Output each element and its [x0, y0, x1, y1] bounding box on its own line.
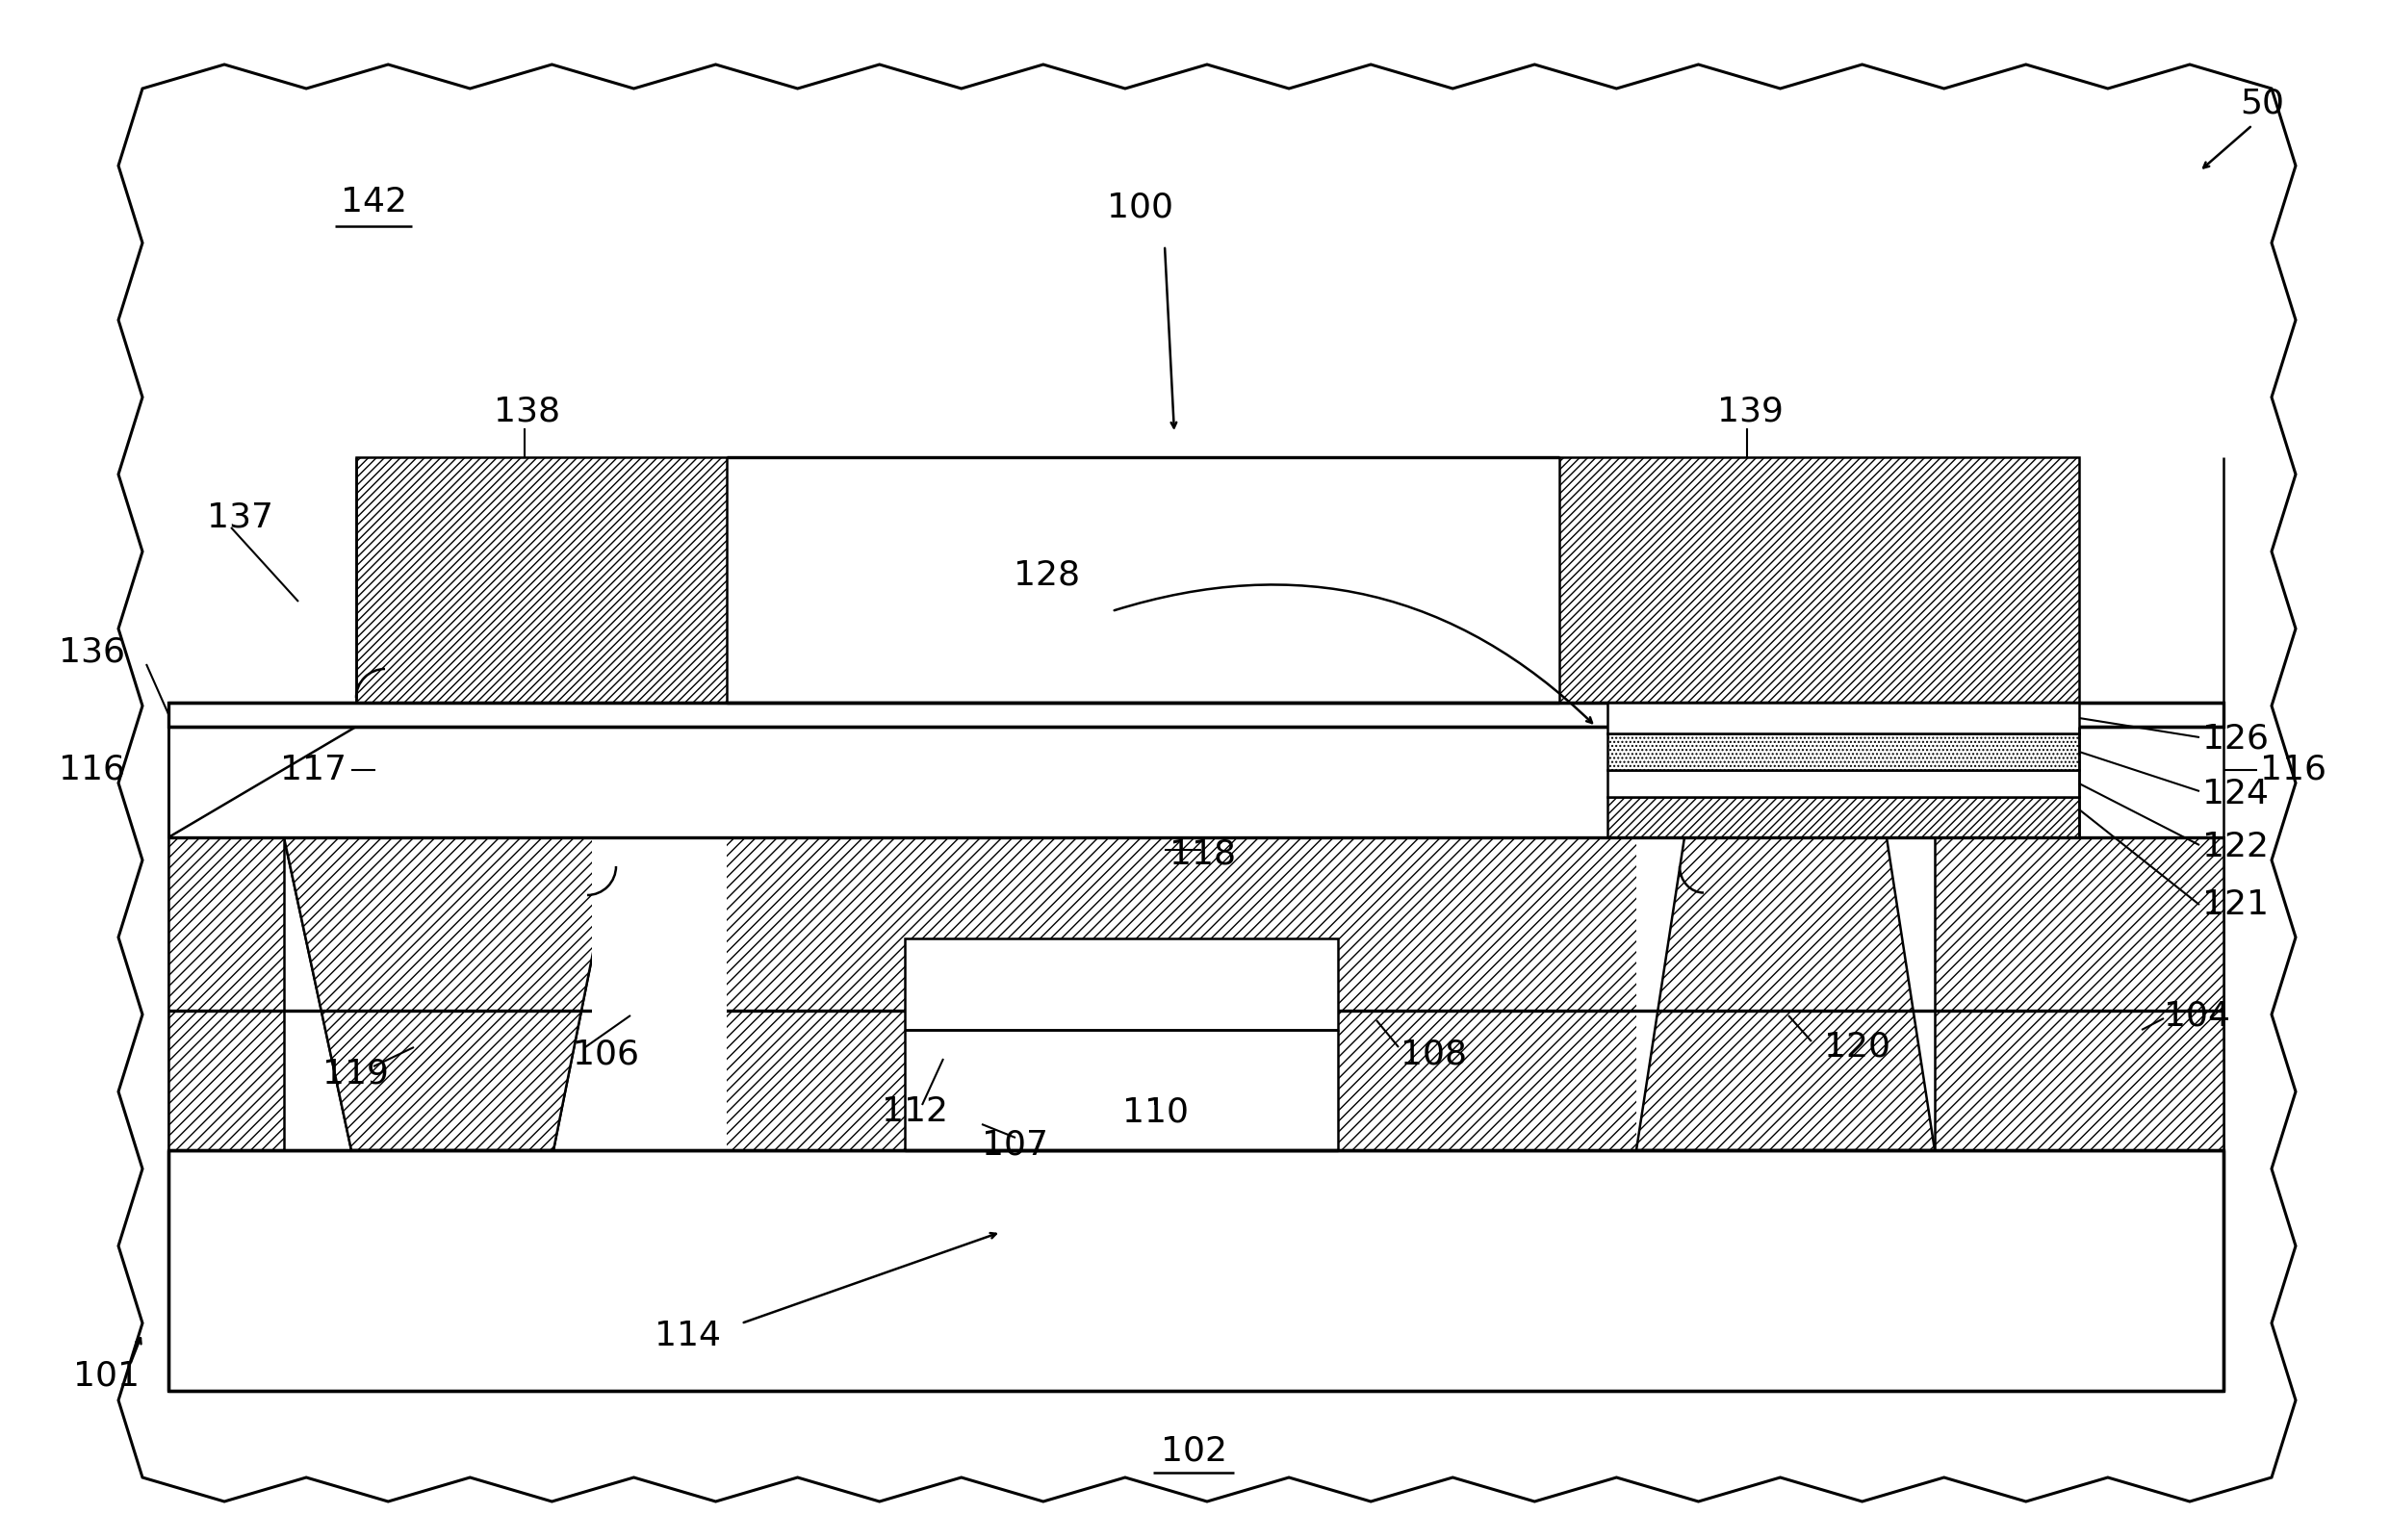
Text: 120: 120	[1824, 1030, 1890, 1064]
Bar	[1637, 838, 1936, 1150]
Text: 102: 102	[1162, 1435, 1226, 1468]
Bar	[167, 727, 727, 838]
Text: 126: 126	[2201, 722, 2268, 756]
Text: 124: 124	[2201, 778, 2268, 810]
Text: 139: 139	[1716, 396, 1783, 428]
Text: 119: 119	[323, 1056, 390, 1090]
Bar	[1338, 727, 1685, 838]
Text: 101: 101	[72, 1360, 139, 1392]
Bar	[167, 702, 2223, 727]
Bar	[167, 727, 727, 838]
Bar	[1936, 838, 2223, 1150]
Bar	[617, 727, 906, 838]
Text: 110: 110	[1121, 1095, 1188, 1127]
Text: 100: 100	[1107, 191, 1173, 223]
Text: 121: 121	[2201, 889, 2268, 921]
Bar	[593, 838, 727, 1150]
Bar	[167, 838, 284, 1150]
Text: 116: 116	[2261, 753, 2325, 787]
Polygon shape	[1637, 838, 1936, 1150]
Text: 114: 114	[655, 1320, 722, 1352]
Text: 108: 108	[1401, 1038, 1467, 1070]
Bar	[1558, 457, 2079, 702]
Bar	[167, 838, 2223, 1150]
Bar	[906, 1030, 1338, 1150]
Bar	[1608, 733, 2079, 770]
Text: 107: 107	[982, 1129, 1049, 1161]
Bar	[1608, 770, 2079, 798]
Bar	[1608, 727, 2079, 838]
Polygon shape	[284, 838, 617, 1150]
Bar	[167, 1150, 2223, 1391]
Bar	[1608, 702, 2079, 733]
Text: 50: 50	[2239, 88, 2285, 120]
Bar	[356, 457, 727, 702]
Bar	[906, 938, 1338, 1030]
Polygon shape	[284, 838, 617, 1150]
Text: 138: 138	[495, 396, 562, 428]
Text: 104: 104	[2163, 999, 2230, 1032]
Text: 128: 128	[1013, 559, 1080, 591]
Text: 106: 106	[574, 1038, 638, 1070]
Text: 137: 137	[208, 502, 272, 534]
Text: 136: 136	[60, 636, 124, 668]
Text: 116: 116	[60, 753, 124, 787]
Polygon shape	[120, 65, 2297, 1502]
Text: 142: 142	[339, 186, 406, 219]
Bar	[727, 457, 1558, 702]
Bar	[1936, 838, 2223, 1150]
Text: 117: 117	[280, 753, 347, 787]
Bar	[167, 838, 284, 1150]
Text: 112: 112	[882, 1095, 946, 1127]
Text: 122: 122	[2201, 830, 2268, 864]
Bar	[1608, 798, 2079, 838]
Text: 118: 118	[1169, 838, 1236, 872]
Bar	[284, 838, 617, 1150]
